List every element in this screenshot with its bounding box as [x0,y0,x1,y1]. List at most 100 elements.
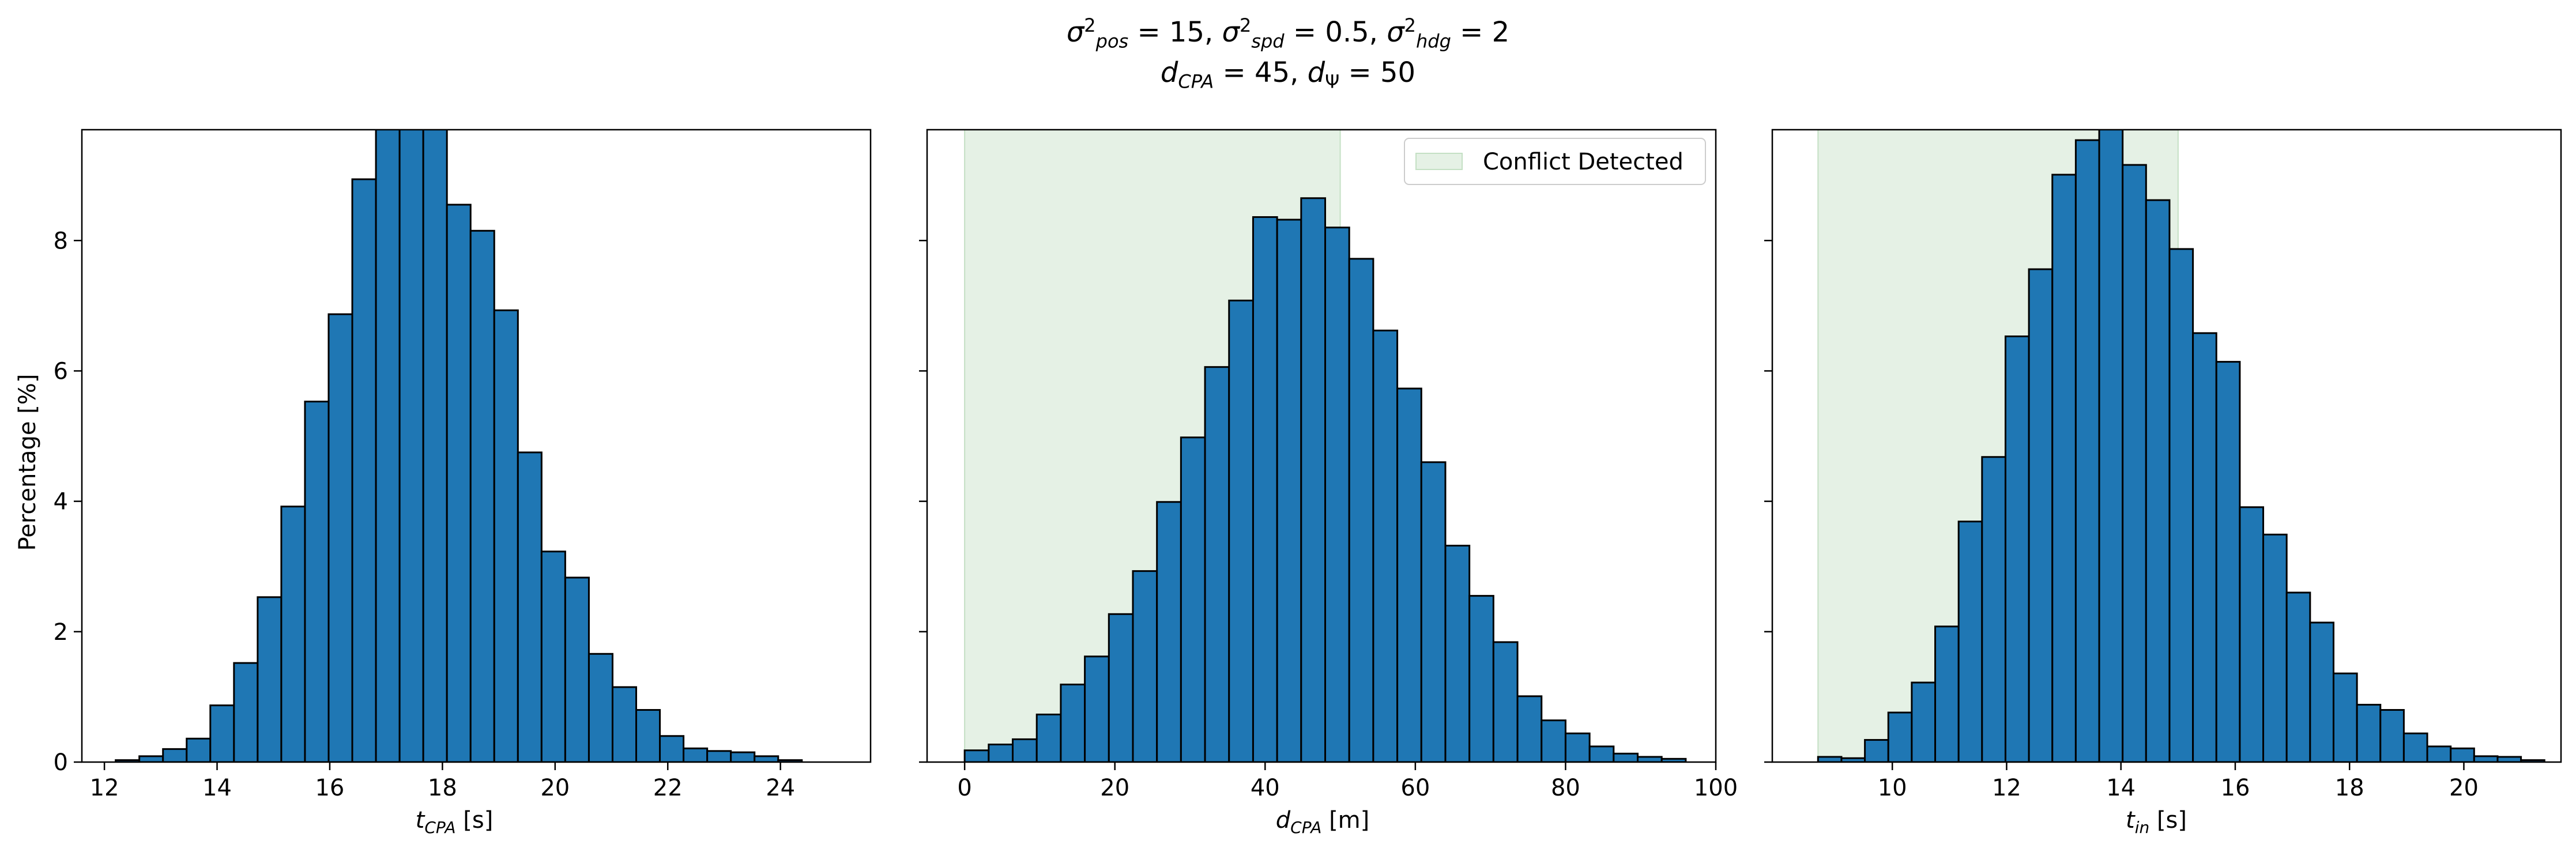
histogram-bar [2145,199,2171,762]
histogram-bar [1637,756,1663,762]
histogram-bar [517,451,543,762]
x-tick-label: 12 [90,775,119,801]
x-tick-label: 0 [957,775,971,801]
x-tick-label: 100 [1694,775,1738,801]
x-tick-label: 80 [1551,775,1580,801]
histogram-bar [1204,366,1230,762]
histogram-bar [1887,711,1913,762]
histogram-bar [1108,613,1134,762]
histogram-bar [1228,299,1254,762]
histogram-bar [422,130,448,762]
figure-title-line-2: dCPA = 45, dΨ = 50 [1160,56,1416,93]
histogram-bar [2239,506,2265,762]
histogram-bar [963,749,990,762]
histogram-bar [1468,595,1494,762]
histogram-bar [351,178,377,762]
histogram-bar [1132,570,1158,762]
histogram-bar [988,743,1014,762]
histogram-bar [209,704,235,762]
histogram-bar [1372,329,1399,762]
histogram-bar [2356,703,2382,762]
histogram-bar [635,709,661,762]
y-tick-label: 6 [54,358,68,384]
y-tick-label: 2 [54,619,68,646]
x-tick-label: 16 [2221,775,2250,801]
histogram-bar [1817,756,1843,762]
x-tick-label: 20 [540,775,570,801]
histogram-bar [186,737,212,762]
x-tick-label: 40 [1251,775,1280,801]
histogram-bar [2473,755,2499,762]
x-tick-label: 18 [428,775,457,801]
histogram-bar [469,229,495,762]
histogram-bar [280,506,306,762]
histogram-bar [257,596,283,762]
x-tick-label: 14 [202,775,232,801]
histogram-bar [1613,752,1639,762]
histogram-bar [2051,174,2077,762]
histogram-bar [1276,218,1302,762]
histogram-bar [659,735,685,762]
histogram-bar [1492,641,1519,762]
x-tick-label: 18 [2335,775,2364,801]
histogram-bar [2168,248,2194,762]
ylabel-panel-1: Percentage [%] [14,374,41,551]
legend-swatch [1415,153,1463,170]
histogram-bar [1957,521,1983,762]
histogram-bar [1324,227,1350,762]
histogram-bar [375,130,401,762]
histogram-bar [1934,625,1960,762]
histogram-bar [2192,332,2217,762]
histogram-bar [2379,709,2405,762]
xlabel-panel-3: tin [s] [2126,807,2187,837]
histogram-bar [162,748,188,762]
histogram-bar [304,401,330,762]
x-tick-label: 10 [1878,775,1907,801]
histogram-bar [1060,683,1086,762]
y-tick-label: 8 [54,228,68,254]
histogram-bar [2426,745,2452,762]
histogram-bar [706,750,732,762]
histogram-bar [2285,591,2311,762]
histogram-bar [2450,747,2475,762]
histogram-bar [611,686,638,762]
histogram-bar [1564,732,1591,762]
x-tick-label: 20 [1100,775,1129,801]
histogram-bar [1180,436,1206,762]
xlabel-panel-1: tCPA [s] [415,807,494,837]
histogram-bar [233,662,259,762]
y-tick-label: 0 [54,749,68,776]
histogram-bar [1864,739,1889,762]
histogram-bar [1588,745,1615,762]
histogram-bar [138,755,164,762]
axes-frame-panel-1 [81,129,872,763]
histogram-bar [1252,216,1278,762]
x-tick-label: 24 [766,775,795,801]
histogram-bar [2028,268,2054,762]
histogram-bar [1348,258,1374,762]
histogram-bar [1156,501,1182,762]
histogram-bar [2496,756,2522,762]
legend-label: Conflict Detected [1483,149,1684,175]
histogram-bar [327,313,353,762]
x-tick-label: 20 [2449,775,2479,801]
histogram-bar [2074,139,2100,762]
histogram-bar [493,309,519,762]
x-tick-label: 60 [1400,775,1430,801]
x-tick-label: 22 [653,775,683,801]
histogram-bar [1981,456,2006,762]
histogram-bar [1911,681,1937,762]
xlabel-panel-2: dCPA [m] [1275,807,1370,837]
histogram-bar [564,576,590,762]
figure-title-line-1: σ2pos = 15, σ2spd = 0.5, σ2hdg = 2 [1066,14,1510,52]
histogram-bar [446,203,472,762]
histogram-bar [1516,695,1543,762]
histogram-bar [398,130,424,762]
x-tick-label: 12 [1992,775,2021,801]
histogram-bar [1300,197,1327,762]
histogram-bar [1012,738,1038,762]
histogram-bar [2262,533,2288,762]
histogram-bar [587,653,613,762]
histogram-bar [2122,164,2147,762]
